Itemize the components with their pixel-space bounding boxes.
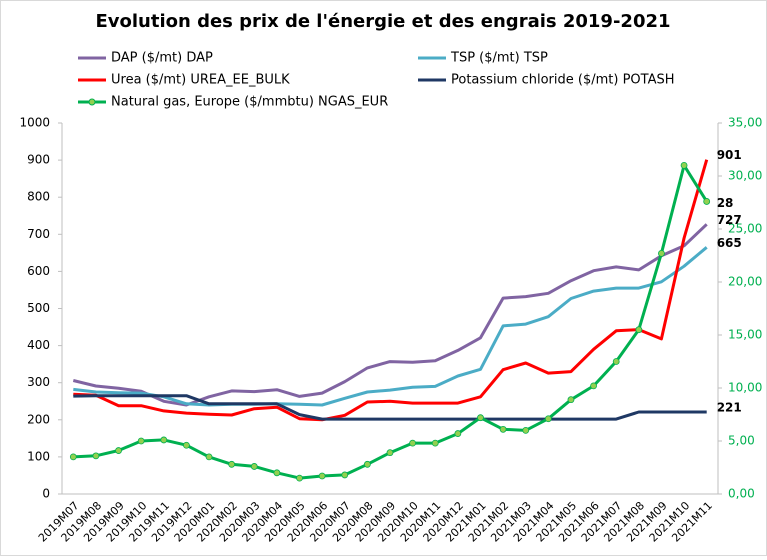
point-marker xyxy=(590,382,597,390)
legend-label: DAP ($/mt) DAP xyxy=(111,51,213,66)
chart-title: Evolution des prix de l'énergie et des e… xyxy=(95,11,670,32)
legend-label: Natural gas, Europe ($/mmbtu) NGAS_EUR xyxy=(111,95,388,110)
y-tick-label: 600 xyxy=(27,264,50,278)
point-marker xyxy=(205,453,213,461)
point-marker xyxy=(431,439,439,447)
y-tick-label: 1000 xyxy=(19,116,50,130)
point-marker xyxy=(228,460,236,468)
series-line xyxy=(73,159,709,422)
series-line xyxy=(73,246,708,407)
end-label: 28 xyxy=(717,196,734,210)
y-tick-label: 300 xyxy=(27,375,50,389)
end-label: 221 xyxy=(717,401,742,415)
y-tick-label: 0 xyxy=(42,487,50,501)
point-marker xyxy=(318,472,326,480)
point-marker xyxy=(635,326,643,334)
y-tick-label: 200 xyxy=(27,412,50,426)
point-marker xyxy=(160,436,168,444)
y-tick-label: 700 xyxy=(27,227,50,241)
point-marker xyxy=(567,396,575,404)
legend-label: Potassium chloride ($/mt) POTASH xyxy=(451,73,675,88)
point-marker xyxy=(296,474,303,482)
point-marker xyxy=(703,198,711,205)
point-marker xyxy=(69,453,77,461)
point-marker xyxy=(341,471,349,479)
point-marker xyxy=(183,441,190,449)
y-tick-label: 100 xyxy=(27,449,50,463)
y-tick-label: 400 xyxy=(27,338,50,352)
series-line xyxy=(73,394,707,421)
point-marker xyxy=(386,449,394,457)
point-marker xyxy=(477,414,484,422)
point-marker xyxy=(612,358,620,365)
point-marker xyxy=(409,439,417,447)
y2-tick-label: 0,00 xyxy=(728,487,755,501)
y2-tick-label: 10,00 xyxy=(728,381,762,395)
end-label: 727 xyxy=(717,213,742,227)
y2-tick-label: 15,00 xyxy=(728,328,762,342)
point-marker xyxy=(499,425,507,433)
point-marker xyxy=(363,460,371,468)
y2-tick-label: 35,00 xyxy=(728,116,762,130)
point-marker xyxy=(454,430,462,437)
y2-tick-label: 20,00 xyxy=(728,275,762,289)
legend-label: TSP ($/mt) TSP xyxy=(450,51,548,66)
point-marker xyxy=(658,249,665,257)
point-marker xyxy=(522,426,530,434)
series-line xyxy=(72,223,708,407)
legend-label: Urea ($/mt) UREA_EE_BULK xyxy=(111,73,290,88)
y-tick-label: 500 xyxy=(27,301,50,315)
point-marker xyxy=(92,452,100,460)
end-label: 665 xyxy=(717,236,742,250)
y2-tick-label: 5,00 xyxy=(728,434,755,448)
point-marker xyxy=(680,161,688,169)
point-marker xyxy=(250,463,258,470)
y-tick-label: 900 xyxy=(27,153,50,167)
point-marker xyxy=(137,437,145,445)
y2-tick-label: 30,00 xyxy=(728,169,762,183)
y2-tick-label: 25,00 xyxy=(728,222,762,236)
y-tick-label: 800 xyxy=(27,190,50,204)
point-marker xyxy=(115,447,122,454)
legend-marker xyxy=(88,98,96,106)
point-marker xyxy=(273,469,281,477)
point-marker xyxy=(544,415,552,423)
end-label: 901 xyxy=(717,148,742,162)
